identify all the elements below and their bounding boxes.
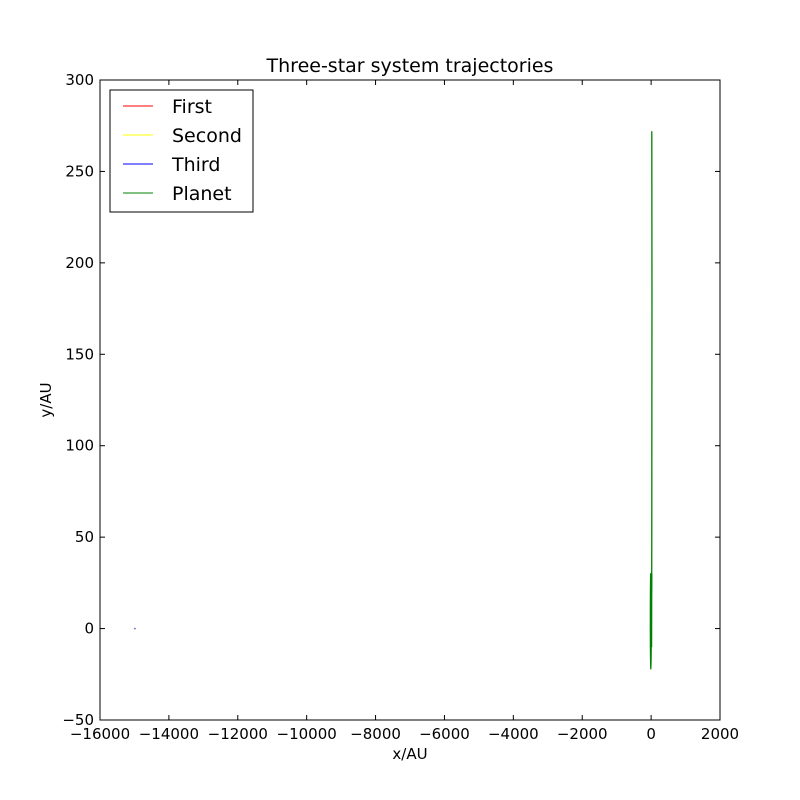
series-layer xyxy=(134,131,653,670)
x-tick-label: −6000 xyxy=(419,725,470,743)
y-tick-label: −50 xyxy=(62,711,94,729)
legend-box xyxy=(109,89,254,213)
x-tick-label: −12000 xyxy=(208,725,268,743)
x-tick-label: −8000 xyxy=(350,725,401,743)
x-tick-label: −14000 xyxy=(139,725,199,743)
x-axis-title: x/AU xyxy=(392,745,427,763)
chart-title: Three-star system trajectories xyxy=(266,55,554,77)
y-tick-label: 50 xyxy=(75,528,94,546)
plot-frame xyxy=(99,79,721,721)
legend: First Second Third Planet xyxy=(109,89,254,213)
x-tick-label: 0 xyxy=(646,725,656,743)
legend-label-planet: Planet xyxy=(172,183,232,205)
x-tick-label: −10000 xyxy=(277,725,337,743)
y-tick-label: 250 xyxy=(65,162,94,180)
x-tick-label: −16000 xyxy=(70,725,130,743)
ticks-layer: −16000 −14000 −12000 −10000 −8000 −6000 −4000−… xyxy=(62,71,739,743)
y-axis-title: y/AU xyxy=(37,382,55,417)
x-tick-label: −2000 xyxy=(557,725,608,743)
series-line-planet xyxy=(649,131,653,670)
y-tick-label: 0 xyxy=(84,620,94,638)
y-tick-label: 100 xyxy=(65,437,94,455)
y-tick-label: 300 xyxy=(65,71,94,89)
legend-label-first: First xyxy=(172,96,212,118)
x-tick-label: −4000 xyxy=(488,725,539,743)
legend-label-third: Third xyxy=(171,154,220,176)
legend-label-second: Second xyxy=(172,125,242,147)
y-tick-label: 200 xyxy=(65,254,94,272)
y-tick-label: 150 xyxy=(65,345,94,363)
x-tick-label: 2000 xyxy=(701,725,739,743)
